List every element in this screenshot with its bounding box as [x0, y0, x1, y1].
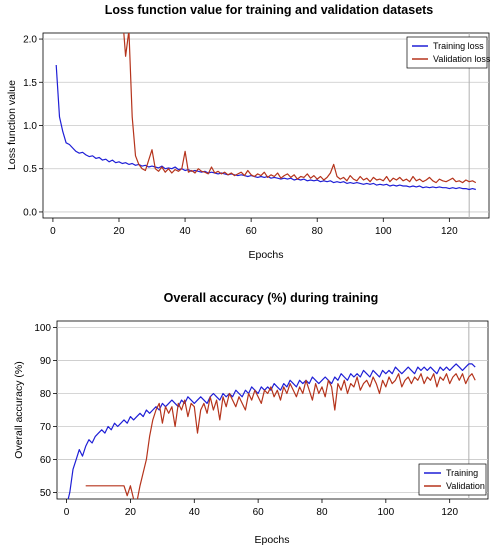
accuracy-series-line-validation: [85, 373, 476, 499]
accuracy-x-tick-label: 80: [316, 507, 328, 518]
loss-legend-label-training: Training loss: [433, 41, 484, 51]
accuracy-x-tick-label: 100: [377, 507, 394, 518]
accuracy-chart-title: Overall accuracy (%) during training: [164, 291, 379, 305]
accuracy-y-tick-label: 80: [40, 389, 52, 400]
accuracy-y-axis-label: Overall accuracy (%): [13, 361, 25, 458]
loss-y-ticks: 0.0 0.5 1.0 1.5 2.0: [23, 35, 43, 218]
loss-legend-box: [406, 36, 488, 69]
loss-x-tick-label: 100: [375, 226, 392, 237]
loss-x-axis-label: Epochs: [248, 249, 283, 261]
accuracy-x-tick-label: 40: [189, 507, 201, 518]
loss-chart: Loss function value for training and val…: [6, 3, 491, 261]
accuracy-x-ticks: 0 20 40 60 80 100 120: [64, 499, 458, 518]
loss-legend-label-validation: Validation loss: [433, 54, 491, 64]
loss-y-axis-label: Loss function value: [6, 80, 18, 170]
loss-legend: Training loss Validation loss: [406, 36, 491, 69]
loss-y-tick-label: 0.0: [23, 207, 37, 218]
loss-y-tick-label: 1.5: [23, 78, 37, 89]
loss-series-line-validation: [123, 33, 477, 184]
loss-x-tick-label: 40: [179, 226, 191, 237]
loss-x-tick-label: 20: [113, 226, 125, 237]
loss-y-tick-label: 1.0: [23, 121, 37, 132]
accuracy-x-tick-label: 20: [125, 507, 137, 518]
loss-y-tick-label: 0.5: [23, 164, 37, 175]
accuracy-plot-area: [56, 320, 489, 500]
loss-series-line-training: [55, 64, 476, 191]
loss-x-tick-label: 80: [312, 226, 324, 237]
accuracy-y-tick-label: 60: [40, 455, 52, 466]
loss-series-lines: [55, 33, 477, 191]
accuracy-series-line-training: [67, 363, 476, 499]
accuracy-legend-label-training: Training: [446, 468, 478, 478]
loss-chart-title: Loss function value for training and val…: [105, 3, 434, 17]
loss-x-tick-label: 60: [246, 226, 258, 237]
accuracy-x-axis-label: Epochs: [254, 534, 289, 546]
loss-x-tick-label: 0: [50, 226, 56, 237]
accuracy-y-tick-label: 90: [40, 356, 52, 367]
accuracy-y-ticks: 50 60 70 80 90 100: [34, 323, 57, 499]
accuracy-x-tick-label: 120: [441, 507, 458, 518]
accuracy-y-tick-label: 70: [40, 422, 52, 433]
accuracy-y-tick-label: 100: [34, 323, 51, 334]
accuracy-y-tick-label: 50: [40, 488, 52, 499]
accuracy-legend-box: [418, 463, 487, 496]
accuracy-legend-label-validation: Validation: [446, 481, 485, 491]
loss-y-tick-label: 2.0: [23, 35, 37, 46]
accuracy-x-tick-label: 0: [64, 507, 70, 518]
accuracy-legend: Training Validation: [418, 463, 487, 496]
accuracy-chart: Overall accuracy (%) during training 0 20…: [13, 291, 489, 546]
accuracy-series-lines: [67, 363, 476, 499]
accuracy-x-tick-label: 60: [253, 507, 265, 518]
loss-x-tick-label: 120: [441, 226, 458, 237]
loss-x-ticks: 0 20 40 60 80 100 120: [50, 218, 458, 237]
